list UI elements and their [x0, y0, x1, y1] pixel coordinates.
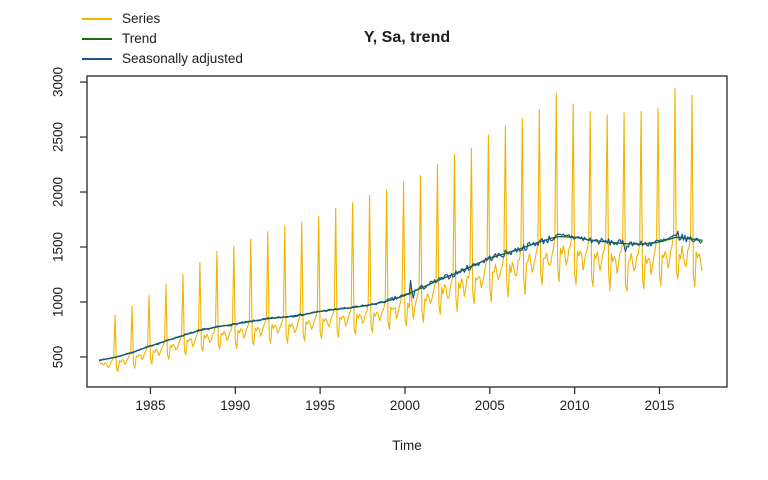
- legend-item-seasonally-adjusted: Seasonally adjusted: [82, 49, 243, 69]
- trend-line-sample: [82, 38, 112, 40]
- chart-legend: Series Trend Seasonally adjusted: [82, 9, 243, 69]
- plot-border: [86, 75, 728, 388]
- series-line: [99, 88, 703, 373]
- series-line-sample: [82, 18, 112, 20]
- y-tick-label: 2500: [50, 122, 66, 153]
- x-tick-label: 2010: [559, 398, 590, 413]
- seasonally-adjusted-line: [98, 230, 703, 362]
- y-tick-label: 3000: [50, 67, 66, 98]
- legend-label-seasonally-adjusted: Seasonally adjusted: [122, 51, 243, 66]
- y-tick-label: 2000: [50, 176, 66, 208]
- x-tick-label: 2005: [474, 398, 505, 413]
- y-tick-label: 500: [50, 345, 66, 369]
- legend-label-series: Series: [122, 11, 161, 26]
- y-tick-label: 1000: [50, 286, 66, 318]
- chart-title: Y, Sa, trend: [363, 29, 451, 46]
- x-tick-label: 1995: [305, 398, 336, 413]
- x-tick-label: 2015: [644, 398, 675, 413]
- x-tick-label: 1990: [220, 398, 251, 413]
- y-tick-label: 1500: [50, 231, 66, 263]
- legend-item-trend: Trend: [82, 29, 243, 49]
- x-tick-label: 1985: [135, 398, 166, 413]
- sa-line-sample: [82, 58, 112, 60]
- legend-label-trend: Trend: [122, 31, 157, 46]
- legend-item-series: Series: [82, 9, 243, 29]
- x-tick-label: 2000: [389, 398, 420, 413]
- x-axis-title: Time: [392, 438, 422, 453]
